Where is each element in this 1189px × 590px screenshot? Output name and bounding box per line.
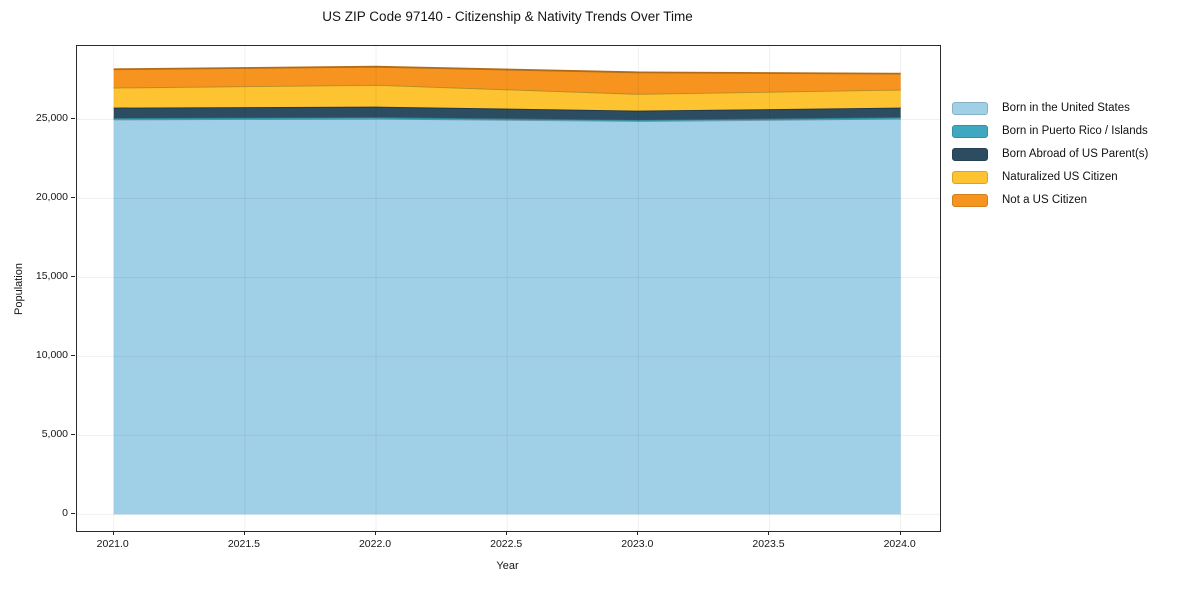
y-tick-mark [71,118,75,120]
y-tick-mark [71,355,75,357]
legend: Born in the United States Born in Puerto … [952,101,1148,207]
x-tick-label: 2023.5 [752,538,785,550]
x-axis-label: Year [496,560,519,572]
y-tick-mark [71,276,75,278]
y-tick-label: 25,000 [35,111,68,124]
x-tick-mark [899,531,901,535]
x-tick-label: 2021.0 [96,538,129,550]
y-tick-label: 10,000 [35,348,68,361]
x-tick-label: 2022.5 [490,538,523,550]
area-edge-4 [113,65,901,75]
x-tick-mark [506,531,508,535]
legend-swatch-0 [952,101,988,115]
legend-label-1: Born in Puerto Rico / Islands [1002,125,1148,137]
legend-label-3: Naturalized US Citizen [1002,171,1118,183]
area-layer-3 [113,84,901,111]
legend-label-4: Not a US Citizen [1002,194,1088,206]
legend-swatch-3 [952,170,988,184]
x-tick-mark [637,531,639,535]
y-tick-label: 15,000 [35,269,68,282]
legend-item-1: Born in Puerto Rico / Islands [952,124,1148,138]
x-tick-mark [375,531,377,535]
legend-item-4: Not a US Citizen [952,193,1148,207]
x-tick-label: 2024.0 [883,538,916,550]
x-tick-label: 2022.0 [358,538,392,550]
y-tick-mark [71,513,75,515]
y-tick-mark [71,197,75,199]
chart-title: US ZIP Code 97140 - Citizenship & Nativi… [322,9,693,24]
legend-swatch-2 [952,147,988,161]
x-tick-mark [768,531,770,535]
legend-swatch-1 [952,124,988,138]
x-tick-label: 2023.0 [621,538,654,550]
legend-item-3: Naturalized US Citizen [952,170,1148,184]
y-tick-label: 0 [62,506,68,519]
legend-swatch-4 [952,193,988,207]
stacked-area-chart [77,46,940,531]
legend-label-2: Born Abroad of US Parent(s) [1002,148,1149,160]
legend-item-0: Born in the United States [952,101,1148,115]
legend-item-2: Born Abroad of US Parent(s) [952,147,1148,161]
legend-label-0: Born in the United States [1002,102,1130,114]
x-tick-mark [112,531,114,535]
y-tick-label: 20,000 [35,190,68,203]
area-layer-0 [113,118,901,515]
x-tick-label: 2021.5 [227,538,260,550]
x-tick-mark [243,531,245,535]
plot-area [76,45,941,532]
y-tick-label: 5,000 [41,427,68,440]
y-tick-mark [71,434,75,436]
